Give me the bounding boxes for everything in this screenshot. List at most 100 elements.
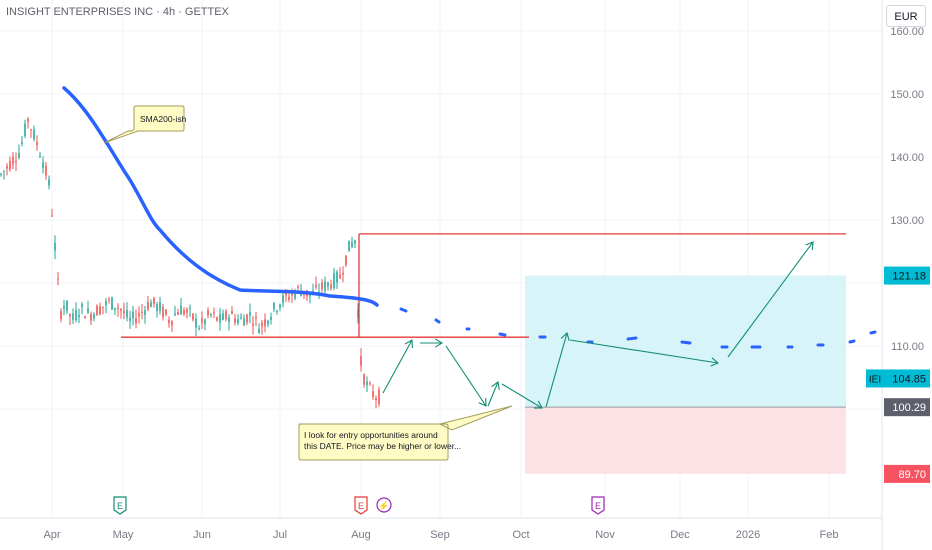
candle-body [189,307,191,309]
candle-body [180,305,182,315]
candle-body [324,281,326,292]
candle-body [111,297,113,310]
price-axis[interactable]: 110.00 130.00 140.00 150.00 160.00 121.18 104.… [866,0,930,550]
candle-body [309,294,311,297]
candle-body [342,272,344,275]
candle-body [315,284,317,288]
callout-sma-box [103,105,185,144]
candle-body [78,314,80,317]
time-tick-label: Jul [273,529,287,541]
candle-body [48,179,50,186]
candle-body [87,308,89,313]
candle-body [243,318,245,326]
candle-body [96,305,98,316]
projection-arrow-line [501,383,543,409]
callouts: SMA200-ish I look for entry opportunities… [103,105,513,461]
projection-arrows [382,241,814,409]
candle-body [363,374,365,385]
candle-body [162,306,164,317]
earnings-marker-icon[interactable] [591,496,605,515]
time-tick-label: Sep [430,529,450,541]
price-badge-label: 104.85 [892,373,926,385]
candle-body [183,310,185,315]
time-tick-label: Nov [595,529,615,541]
candle-body [204,319,206,325]
candle-body [57,278,59,280]
event-marker-label: E [595,501,601,511]
time-tick-label: 2026 [736,529,760,541]
candle-body [93,314,95,319]
candle-body [270,316,272,320]
callout-entry-text: I look for entry opportunities around [304,430,438,440]
candle-body [51,215,53,217]
candle-body [99,306,101,315]
event-marker-label: ⚡ [378,500,389,512]
projection-arrow-head [560,331,570,341]
candle-body [249,311,251,316]
candle-body [213,312,215,314]
candle-body [3,170,5,172]
candle-body [252,323,254,326]
candle-body [144,310,146,315]
candle-body [216,317,218,321]
candle-body [147,302,149,310]
price-tick-label: 130.00 [890,215,924,227]
candle-body [291,292,293,296]
price-badge-label: 100.29 [892,402,926,414]
candle-body [15,160,17,163]
candle-body [30,129,32,131]
candle-body [222,313,224,320]
candle-body [69,314,71,317]
projection-arrow-head [710,357,720,367]
price-badge [884,369,930,388]
event-marker-label: E [117,501,123,511]
candle-body [84,316,86,319]
candle-body [237,319,239,324]
candle-body [231,311,233,315]
price-badge [884,266,930,285]
time-axis[interactable]: Apr May Jun Jul Aug Sep Oct Nov Dec 2026 Feb [0,517,882,541]
candle-body [339,274,341,279]
chart-title: INSIGHT ENTERPRISES INC · 4h · GETTEX [6,6,229,18]
candle-body [171,320,173,326]
candle-body [102,306,104,308]
horizontal-levels [121,233,846,338]
candle-body [246,314,248,323]
sma-projection-dash [434,318,441,324]
candle-body [225,311,227,320]
candle-body [255,316,257,319]
event-markers[interactable]: E E ⚡ E [113,496,605,515]
candle-body [123,310,125,314]
sma-line [62,86,379,307]
candle-body [141,311,143,313]
event-marker-label: E [358,501,364,511]
candle-body [267,320,269,325]
candle-body [33,129,35,140]
symbol-badge-label: IEI [869,374,881,385]
dividend-marker-icon[interactable] [376,497,392,513]
candle-body [366,381,368,386]
projection-arrow-head [533,400,543,409]
callout-sma-text: SMA200-ish [140,114,187,124]
earnings-marker-icon[interactable] [113,496,127,515]
candle-body [105,300,107,306]
candle-body [174,313,176,316]
candle-body [276,311,278,313]
sma-projection-dash [626,336,638,341]
candle-body [117,307,119,309]
candle-body [369,383,371,385]
candle-body [360,356,362,366]
candle-body [9,160,11,170]
currency-selector[interactable]: EUR [886,5,926,27]
earnings-marker-icon[interactable] [354,496,368,515]
candle-body [63,306,65,309]
time-tick-label: Feb [820,529,839,541]
candle-body [234,318,236,323]
candle-body [273,302,275,310]
candle-body [126,309,128,318]
candle-body [54,242,56,251]
candle-body [12,156,14,165]
candle-body [186,309,188,313]
position-zones [525,275,846,474]
